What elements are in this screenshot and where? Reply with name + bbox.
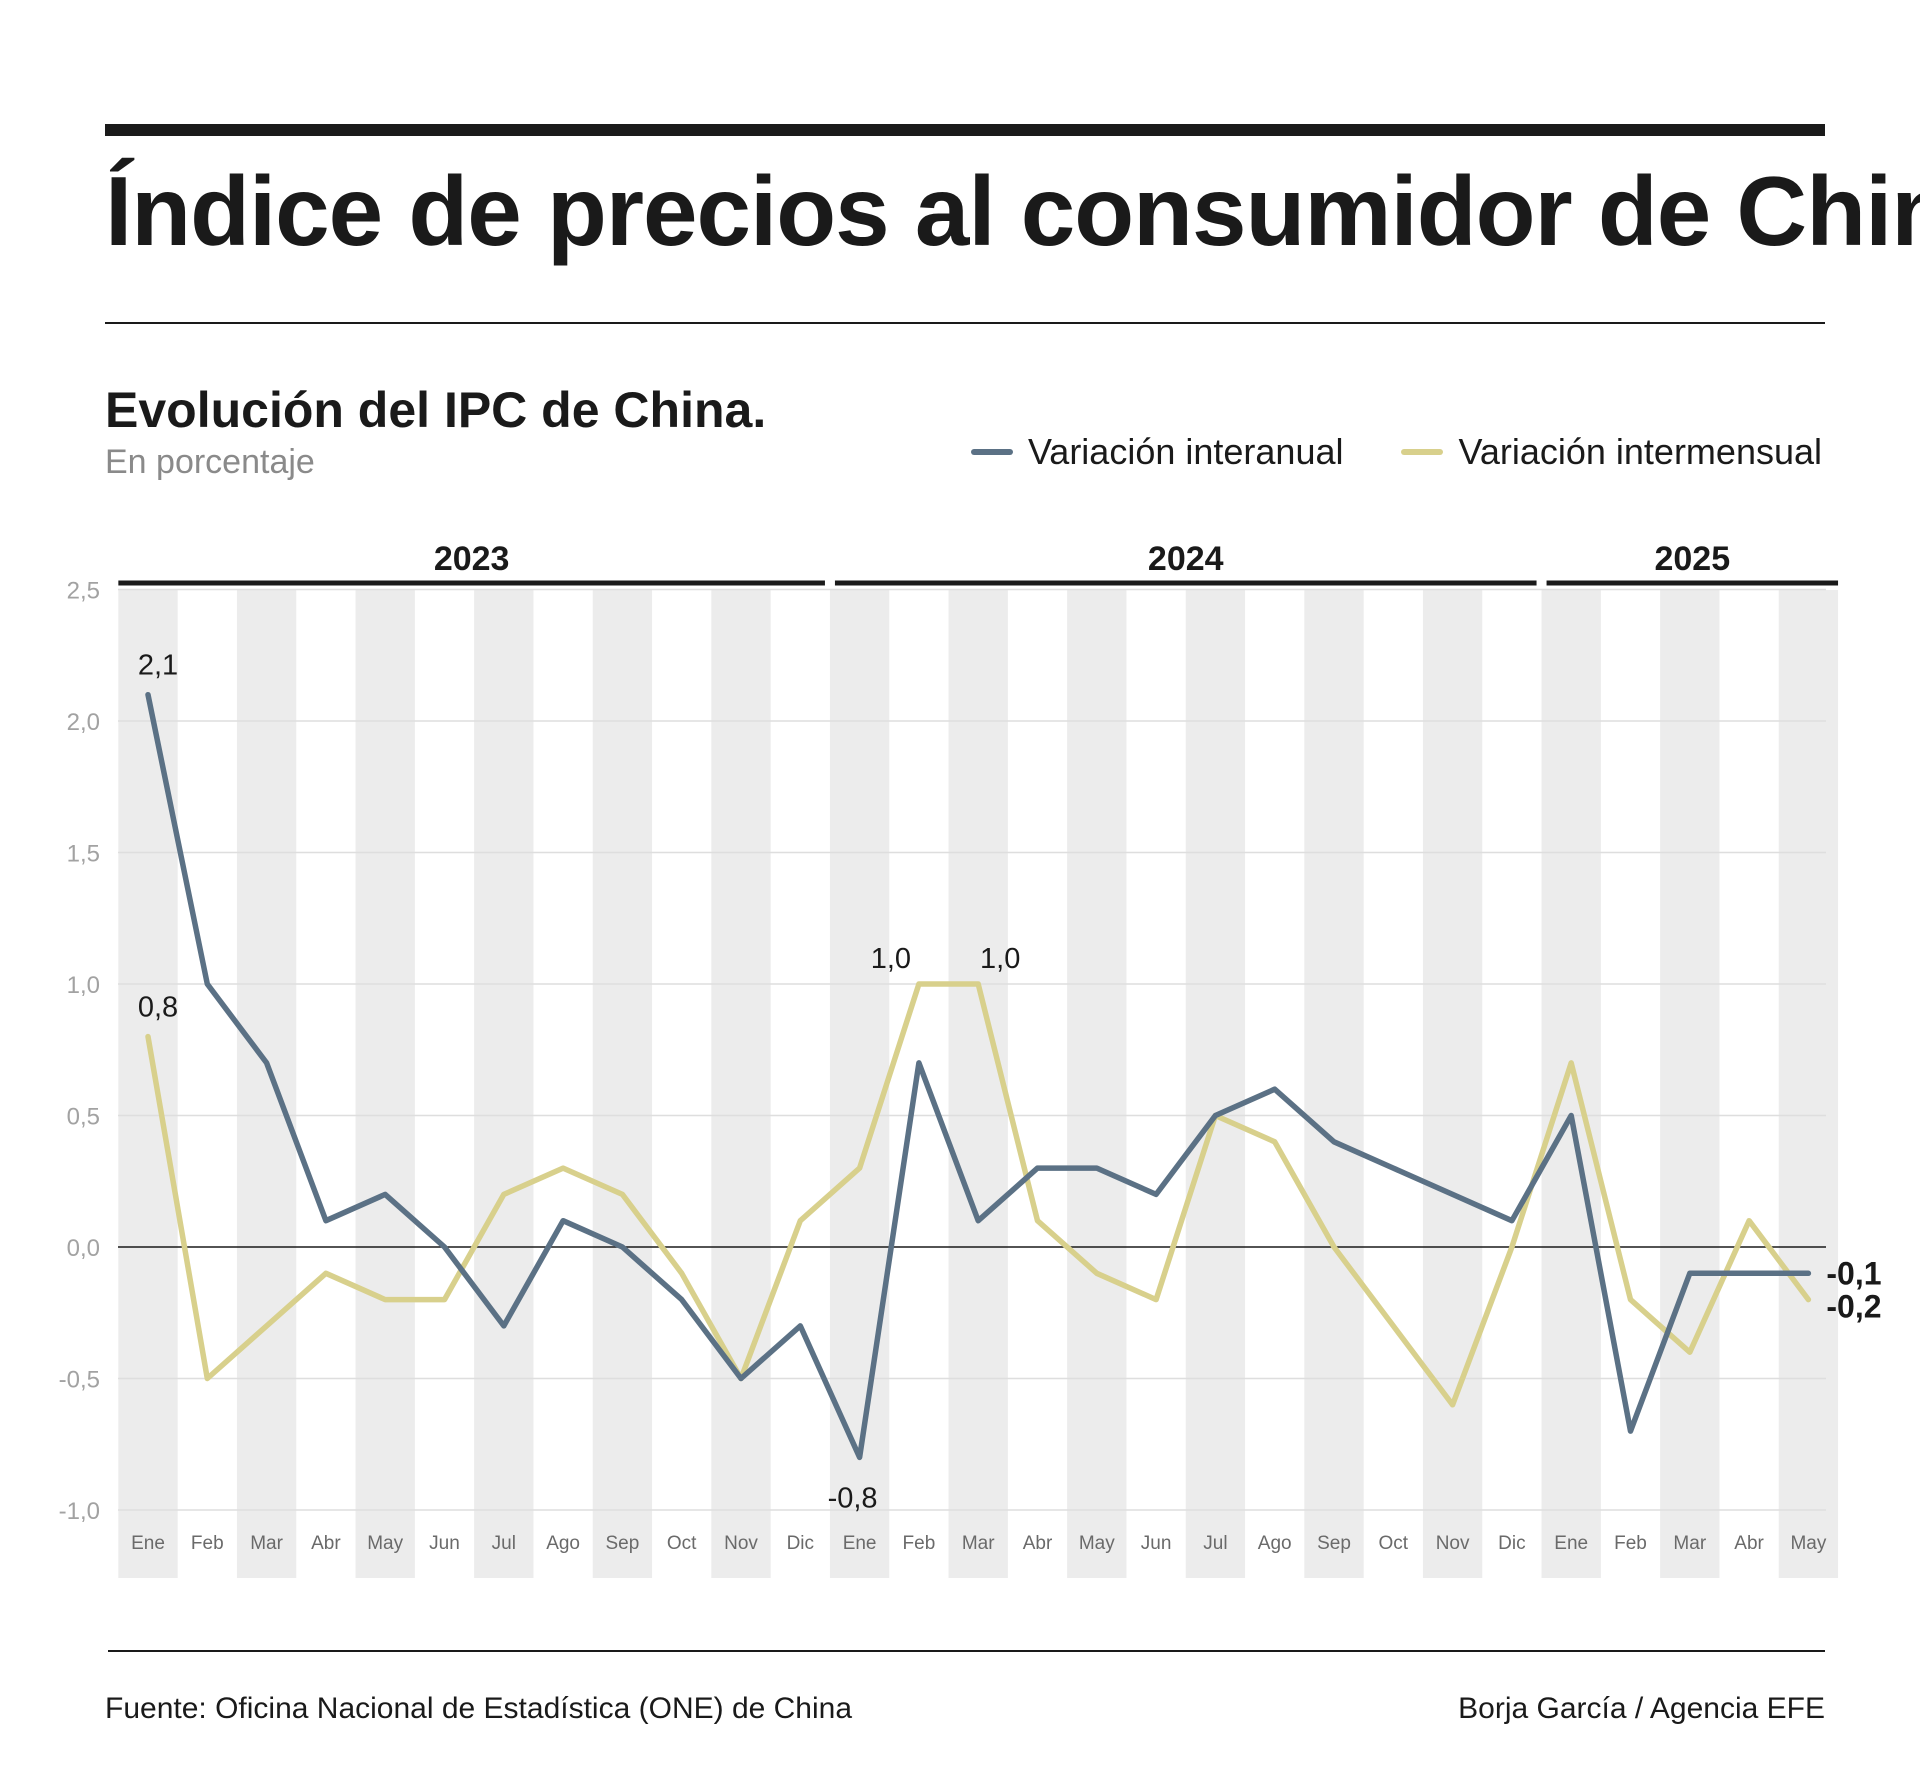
data-label: 1,0 bbox=[871, 943, 911, 975]
legend-swatch-intermensual bbox=[1401, 449, 1444, 455]
y-tick-label: -1,0 bbox=[59, 1498, 100, 1525]
top-rule bbox=[105, 124, 1825, 136]
data-label: 1,0 bbox=[980, 943, 1020, 975]
x-tick-label: Jun bbox=[1141, 1533, 1172, 1554]
month-band bbox=[118, 590, 178, 1578]
x-tick-label: Jul bbox=[1203, 1533, 1227, 1554]
month-band bbox=[829, 590, 890, 1578]
month-band bbox=[1422, 590, 1483, 1578]
month-band bbox=[1660, 590, 1720, 1578]
month-band bbox=[948, 590, 1008, 1578]
x-tick-label: Nov bbox=[724, 1533, 758, 1554]
x-tick-label: Abr bbox=[1734, 1533, 1764, 1554]
x-tick-label: Feb bbox=[191, 1533, 224, 1554]
y-tick-label: 0,0 bbox=[67, 1235, 100, 1262]
x-tick-label: Jul bbox=[492, 1533, 516, 1554]
x-tick-label: May bbox=[1790, 1533, 1826, 1554]
source-note: Fuente: Oficina Nacional de Estadística … bbox=[105, 1692, 853, 1725]
x-tick-label: Mar bbox=[250, 1533, 283, 1554]
footer-divider bbox=[108, 1650, 1825, 1652]
x-tick-label: Abr bbox=[1023, 1533, 1053, 1554]
data-label: 2,1 bbox=[138, 650, 178, 682]
cpi-line-chart: 2,5 2,0 1,5 1,0 0,5 0,0 -0,5 -1,0 2023 2024 2025 En… bbox=[59, 540, 1882, 1578]
y-tick-label: 2,5 bbox=[67, 578, 100, 605]
y-tick-label: 1,5 bbox=[67, 841, 100, 868]
x-tick-label: Jun bbox=[429, 1533, 460, 1554]
x-tick-label: Feb bbox=[903, 1533, 936, 1554]
legend-swatch-interanual bbox=[970, 449, 1013, 455]
data-label: 0,8 bbox=[138, 992, 178, 1024]
month-band bbox=[1541, 590, 1601, 1578]
x-tick-label: Sep bbox=[1317, 1533, 1351, 1554]
x-tick-label: Ago bbox=[546, 1533, 580, 1554]
month-band bbox=[1067, 590, 1127, 1578]
year-label: 2025 bbox=[1654, 540, 1730, 578]
year-label: 2024 bbox=[1148, 540, 1224, 578]
x-tick-label: May bbox=[367, 1533, 403, 1554]
x-tick-label: Mar bbox=[962, 1533, 995, 1554]
data-label: -0,1 bbox=[1826, 1255, 1881, 1291]
x-tick-label: Mar bbox=[1673, 1533, 1706, 1554]
data-label: -0,2 bbox=[1826, 1289, 1881, 1325]
legend-item-interanual: Variación interanual bbox=[970, 431, 1344, 473]
year-label: 2023 bbox=[434, 540, 510, 578]
legend-label-interanual: Variación interanual bbox=[1027, 431, 1344, 472]
y-tick-label: 1,0 bbox=[67, 972, 100, 999]
series-line-interanual bbox=[145, 691, 1812, 1461]
month-band bbox=[1185, 590, 1246, 1578]
chart-subtitle: Evolución del IPC de China. bbox=[105, 382, 767, 438]
x-tick-label: Ago bbox=[1258, 1533, 1292, 1554]
x-tick-label: May bbox=[1079, 1533, 1115, 1554]
month-band bbox=[1304, 590, 1364, 1578]
x-tick-label: Oct bbox=[667, 1533, 697, 1554]
month-band bbox=[592, 590, 653, 1578]
month-band bbox=[355, 590, 415, 1578]
y-tick-label: -0,5 bbox=[59, 1367, 100, 1394]
unit-label: En porcentaje bbox=[105, 443, 315, 481]
x-tick-label: Dic bbox=[787, 1533, 814, 1554]
y-tick-label: 2,0 bbox=[67, 709, 100, 736]
x-tick-label: Abr bbox=[311, 1533, 341, 1554]
credit-note: Borja García / Agencia EFE bbox=[1458, 1692, 1825, 1725]
x-tick-label: Feb bbox=[1614, 1533, 1647, 1554]
x-tick-label: Ene bbox=[131, 1533, 165, 1554]
y-tick-label: 0,5 bbox=[67, 1104, 100, 1131]
month-band bbox=[711, 590, 771, 1578]
legend-item-intermensual: Variación intermensual bbox=[1401, 431, 1822, 473]
x-tick-label: Ene bbox=[843, 1533, 877, 1554]
legend: Variación interanual Variación intermens… bbox=[913, 431, 1822, 473]
month-band bbox=[1778, 590, 1839, 1578]
x-tick-label: Ene bbox=[1554, 1533, 1588, 1554]
x-tick-label: Nov bbox=[1436, 1533, 1470, 1554]
x-tick-label: Dic bbox=[1498, 1533, 1525, 1554]
page-title: Índice de precios al consumidor de China bbox=[105, 156, 1920, 266]
title-divider bbox=[105, 322, 1825, 324]
x-tick-label: Oct bbox=[1379, 1533, 1409, 1554]
month-band bbox=[474, 590, 534, 1578]
data-label: -0,8 bbox=[828, 1482, 878, 1514]
month-band bbox=[236, 590, 297, 1578]
legend-label-intermensual: Variación intermensual bbox=[1458, 431, 1822, 472]
x-tick-label: Sep bbox=[605, 1533, 639, 1554]
